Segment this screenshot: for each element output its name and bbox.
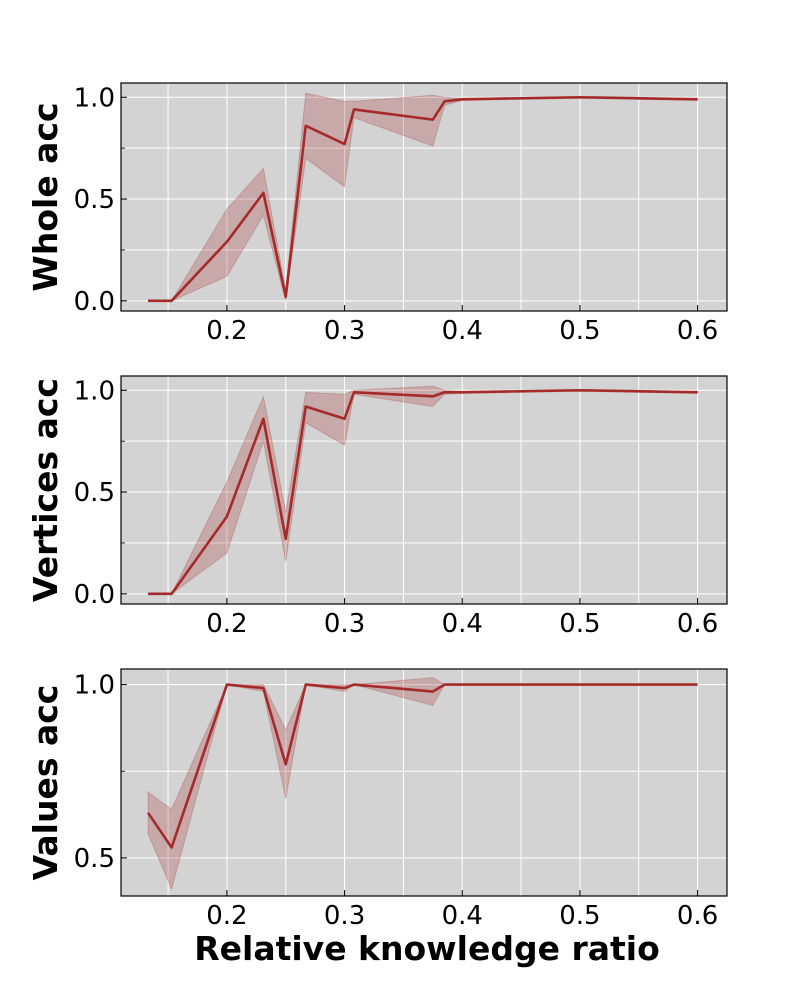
x-tick-label: 0.2 <box>206 609 247 639</box>
y-tick-label: 0.0 <box>74 580 115 610</box>
x-tick-label: 0.2 <box>206 316 247 346</box>
y-tick-label: 0.5 <box>74 844 115 874</box>
y-tick-label: 1.0 <box>74 376 115 406</box>
x-tick-label: 0.6 <box>677 609 718 639</box>
panel-whole-acc: 0.2 0.3 0.4 0.5 0.6 0.0 0.5 1.0 Whole acc <box>26 83 727 346</box>
x-tick-label: 0.3 <box>324 316 365 346</box>
y-axis-label: Vertices acc <box>26 378 65 602</box>
y-tick-label: 0.5 <box>74 185 115 215</box>
x-tick-label: 0.6 <box>677 316 718 346</box>
x-tick-label: 0.4 <box>442 901 483 931</box>
x-tick-label: 0.5 <box>559 609 600 639</box>
x-tick-label: 0.6 <box>677 901 718 931</box>
panel-vertices-acc: 0.2 0.3 0.4 0.5 0.6 0.0 0.5 1.0 Vertices acc <box>26 376 727 639</box>
x-axis-label: Relative knowledge ratio <box>194 929 660 968</box>
x-tick-label: 0.4 <box>442 316 483 346</box>
y-tick-label: 0.0 <box>74 287 115 317</box>
x-tick-label: 0.2 <box>206 901 247 931</box>
axes-background <box>121 376 727 604</box>
y-tick-label: 0.5 <box>74 478 115 508</box>
x-tick-label: 0.3 <box>324 609 365 639</box>
x-tick-label: 0.5 <box>559 316 600 346</box>
x-tick-label: 0.4 <box>442 609 483 639</box>
x-tick-label: 0.5 <box>559 901 600 931</box>
y-tick-label: 1.0 <box>74 671 115 701</box>
x-tick-label: 0.3 <box>324 901 365 931</box>
y-axis-label: Values acc <box>26 685 65 881</box>
y-axis-label: Whole acc <box>26 102 65 291</box>
y-tick-label: 1.0 <box>74 83 115 113</box>
